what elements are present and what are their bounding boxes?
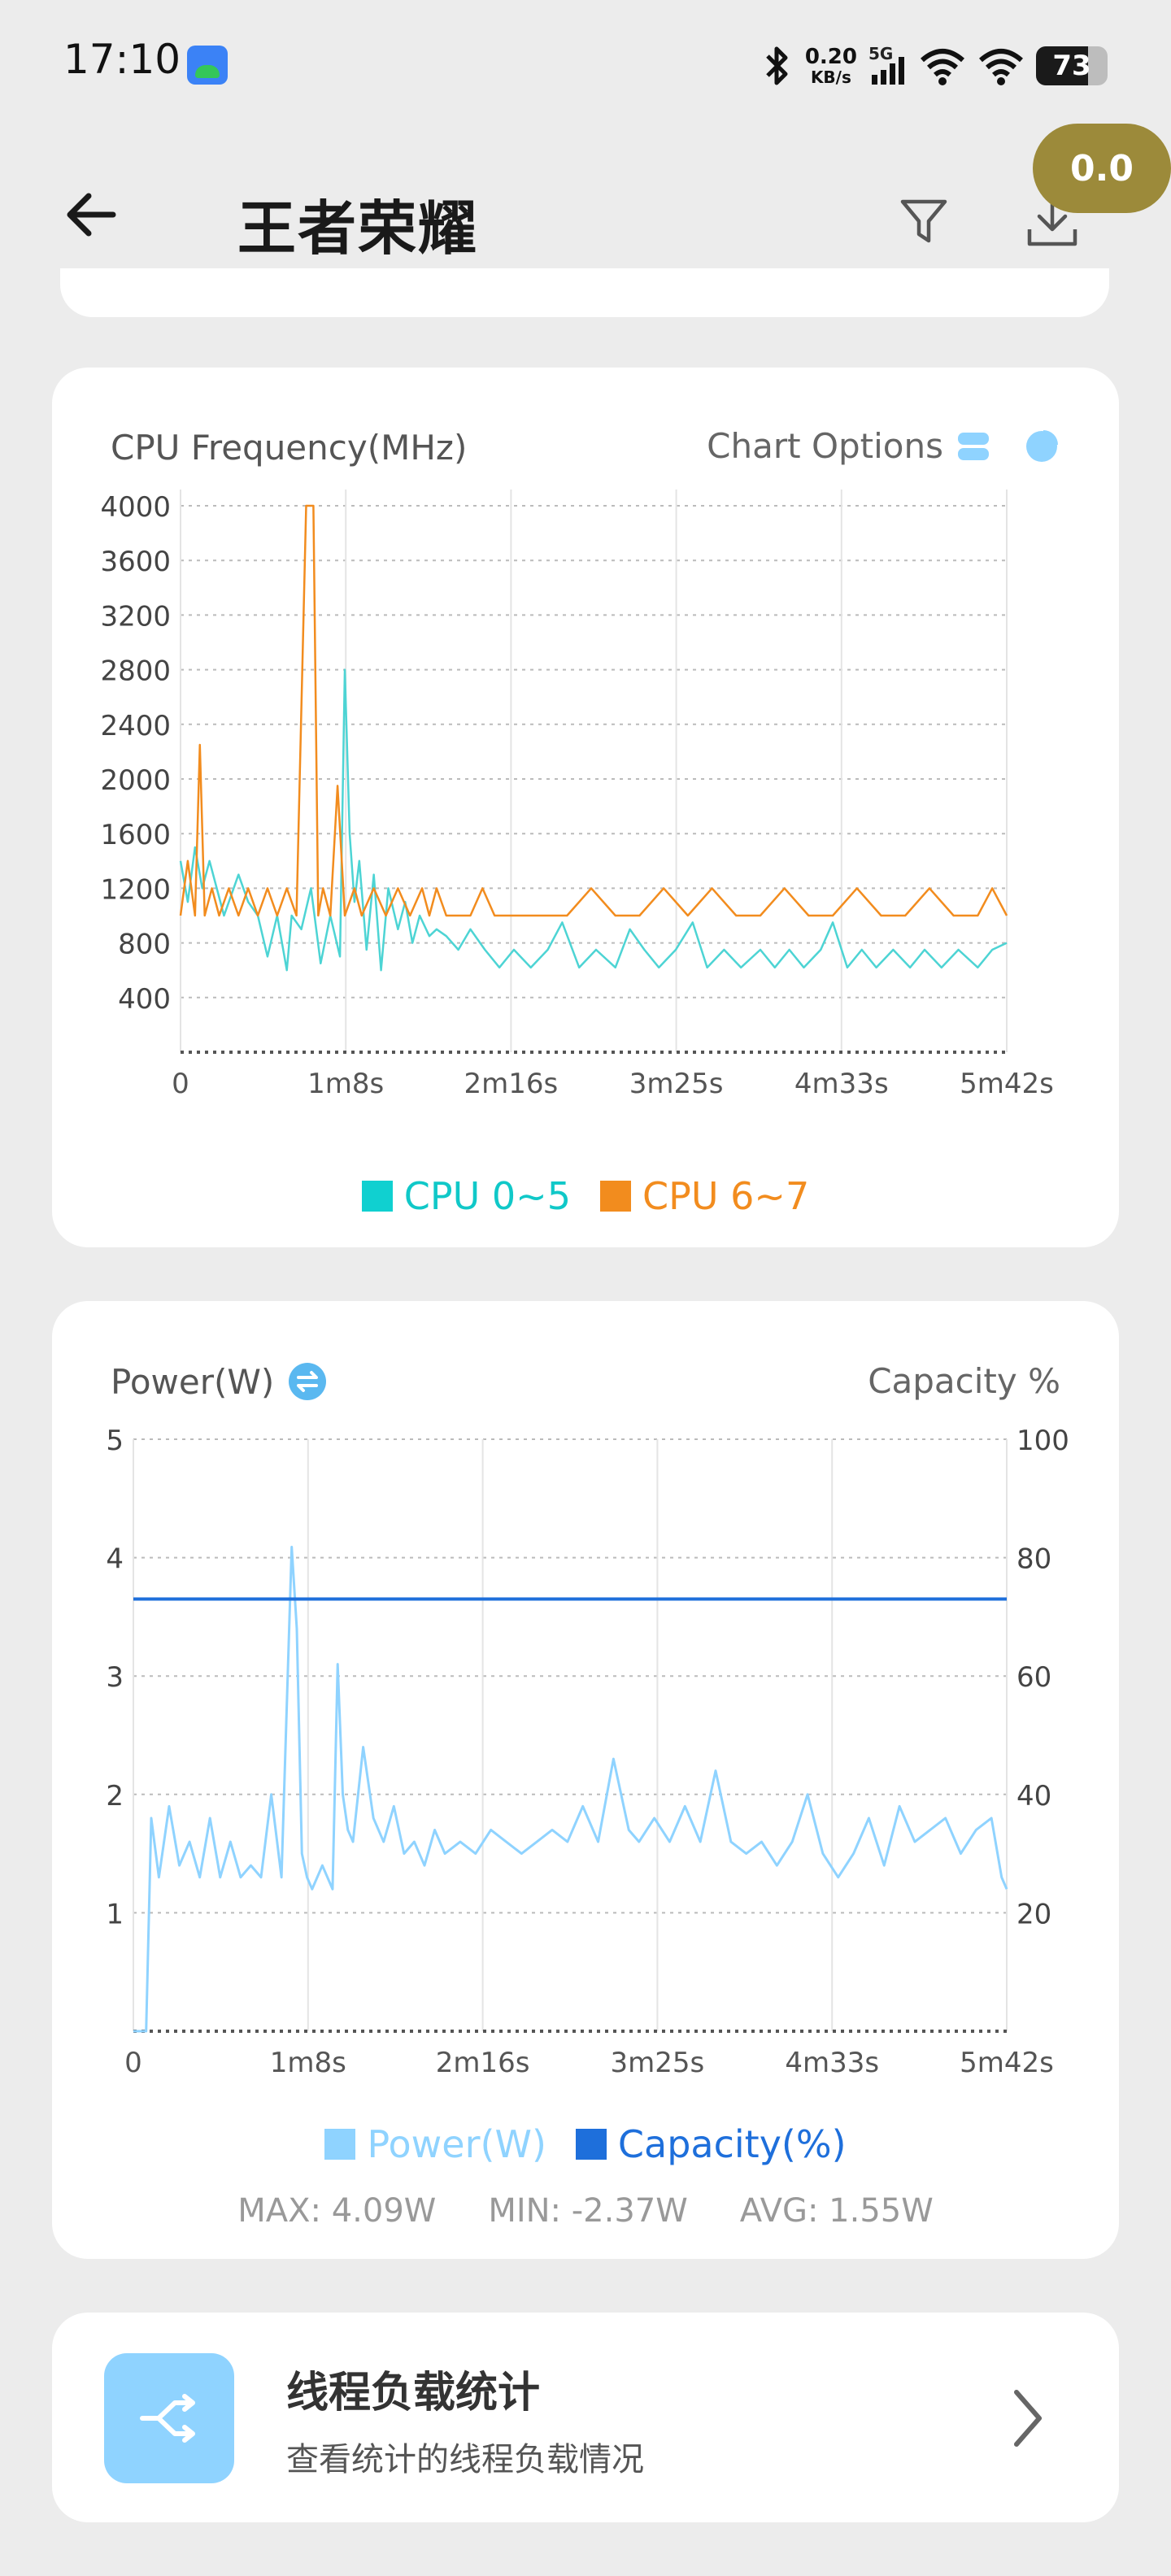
cpu-y-tick-label: 3200 <box>100 600 171 633</box>
legend-label-power: Power(W) <box>367 2122 546 2166</box>
power-y-tick-label: 1 <box>106 1898 124 1930</box>
cpu-x-tick-label: 0 <box>172 1068 189 1100</box>
battery-level: 73 <box>1052 50 1091 82</box>
power-chart-legend: Power(W) Capacity(%) <box>52 2122 1119 2166</box>
chart-options-label: Chart Options <box>707 426 943 466</box>
cpu-y-tick-label: 1600 <box>100 819 171 851</box>
cpu-frequency-chart: 400 800 1200 1600 2000 2400 2800 3200 3600 4000 0 1… <box>100 490 1054 1100</box>
filter-button[interactable] <box>883 181 964 262</box>
bluetooth-icon <box>766 46 788 85</box>
power-chart: 1 2 3 4 5 20 40 60 80 100 0 1m8s 2m16s 3m25s 4m33s 5m42… <box>106 1425 1069 2079</box>
power-x-tick-label: 4m33s <box>785 2047 879 2079</box>
capacity-axis-title: Capacity % <box>868 1361 1060 1401</box>
filter-icon <box>900 199 947 243</box>
cpu-chart-title: CPU Frequency(MHz) <box>111 428 468 468</box>
capacity-y-tick-label: 100 <box>1016 1425 1069 1457</box>
capacity-y-tick-label: 40 <box>1016 1780 1051 1812</box>
capacity-y-tick-label: 80 <box>1016 1543 1051 1576</box>
cpu-x-tick-label: 1m8s <box>307 1068 384 1100</box>
fps-badge[interactable]: 0.0 <box>1033 124 1171 213</box>
chart-options[interactable]: Chart Options <box>707 426 1060 466</box>
power-x-tick-label: 2m16s <box>436 2047 530 2079</box>
legend-swatch-cpu-6-7 <box>600 1181 631 1212</box>
power-x-tick-label: 1m8s <box>270 2047 346 2079</box>
status-time: 17:10 <box>63 36 181 83</box>
legend-item-capacity[interactable]: Capacity(%) <box>575 2122 847 2166</box>
cpu-frequency-card: CPU Frequency(MHz) Chart Options 400 800 1… <box>52 368 1119 1247</box>
cpu-y-tick-label: 800 <box>118 929 171 961</box>
power-stat-min: MIN: -2.37W <box>488 2192 688 2230</box>
legend-label-cpu-6-7: CPU 6~7 <box>642 1174 810 1218</box>
power-stats: MAX: 4.09W MIN: -2.37W AVG: 1.55W <box>52 2192 1119 2230</box>
page-title: 王者荣耀 <box>237 194 479 263</box>
power-card: Power(W) Capacity % 1 2 3 4 5 20 40 60 80 100 0 1m8… <box>52 1301 1119 2259</box>
power-y-tick-label: 2 <box>106 1780 124 1812</box>
power-y-tick-label: 5 <box>106 1425 124 1457</box>
legend-swatch-capacity <box>575 2129 607 2160</box>
cpu-y-tick-label: 2400 <box>100 710 171 742</box>
cpu-y-tick-label: 1200 <box>100 873 171 906</box>
previous-card-edge <box>60 268 1109 317</box>
thread-load-card[interactable]: 线程负载统计 查看统计的线程负载情况 <box>52 2313 1119 2522</box>
power-y-tick-label: 3 <box>106 1661 124 1694</box>
legend-item-cpu-6-7[interactable]: CPU 6~7 <box>600 1174 809 1218</box>
network-speed-value: 0.20 <box>804 45 857 69</box>
chevron-right-icon[interactable] <box>995 2386 1060 2451</box>
power-stat-avg: AVG: 1.55W <box>739 2192 934 2230</box>
capacity-y-tick-label: 20 <box>1016 1898 1051 1930</box>
power-x-tick-label: 0 <box>124 2047 142 2079</box>
power-x-tick-label: 5m42s <box>960 2047 1054 2079</box>
power-chart-title: Power(W) <box>111 1361 275 1402</box>
wifi-icon <box>921 49 964 85</box>
cpu-y-tick-label: 3600 <box>100 546 171 578</box>
network-speed: 0.20 KB/s <box>805 46 857 85</box>
cpu-y-tick-label: 4000 <box>100 491 171 524</box>
cpu-x-tick-label: 3m25s <box>629 1068 724 1100</box>
legend-label-cpu-0-5: CPU 0~5 <box>403 1174 571 1218</box>
power-chart-title-row: Power(W) <box>111 1361 328 1402</box>
legend-item-cpu-0-5[interactable]: CPU 0~5 <box>361 1174 571 1218</box>
capacity-y-tick-label: 60 <box>1016 1661 1051 1694</box>
thread-load-subtitle: 查看统计的线程负载情况 <box>286 2441 644 2478</box>
cpu-chart-legend: CPU 0~5 CPU 6~7 <box>52 1174 1119 1218</box>
power-stat-max: MAX: 4.09W <box>237 2192 437 2230</box>
cpu-series-line-1 <box>179 504 1008 917</box>
legend-swatch-cpu-0-5 <box>361 1181 393 1212</box>
chart-layout-icon[interactable] <box>956 429 990 463</box>
back-arrow-icon <box>67 193 116 237</box>
legend-swatch-power <box>324 2129 356 2160</box>
battery-fill <box>1036 46 1089 85</box>
wifi-icon-secondary <box>979 49 1023 85</box>
back-button[interactable] <box>50 174 132 255</box>
app-bar: 王者荣耀 <box>0 138 1171 293</box>
battery-icon: 73 <box>1036 46 1108 85</box>
thread-load-title: 线程负载统计 <box>286 2369 541 2417</box>
cpu-series-line-0 <box>179 668 1008 972</box>
network-speed-unit: KB/s <box>810 67 851 87</box>
thread-load-icon <box>104 2353 234 2483</box>
power-x-tick-label: 3m25s <box>611 2047 705 2079</box>
status-bar: 17:10 0.20 KB/s 5G <box>0 0 1171 122</box>
network-type: 5G <box>868 44 894 63</box>
app-notification-icon <box>187 46 228 85</box>
cpu-y-tick-label: 2000 <box>100 764 171 797</box>
legend-label-capacity: Capacity(%) <box>617 2122 847 2166</box>
capacity-axis-label: Capacity % <box>868 1361 1060 1401</box>
power-series-line <box>133 1545 1008 2033</box>
power-y-tick-label: 4 <box>106 1543 124 1576</box>
cpu-y-tick-label: 400 <box>118 983 171 1016</box>
swap-icon[interactable] <box>287 1361 328 1402</box>
cpu-x-tick-label: 4m33s <box>794 1068 889 1100</box>
status-indicators: 0.20 KB/s 5G 73 <box>761 37 1108 94</box>
legend-item-power[interactable]: Power(W) <box>324 2122 546 2166</box>
cpu-x-tick-label: 5m42s <box>960 1068 1054 1100</box>
shuffle-icon <box>140 2394 195 2443</box>
cellular-signal-icon: 5G <box>868 44 908 88</box>
pie-chart-icon[interactable] <box>1023 428 1060 465</box>
cpu-y-tick-label: 2800 <box>100 655 171 688</box>
cpu-x-tick-label: 2m16s <box>464 1068 559 1100</box>
